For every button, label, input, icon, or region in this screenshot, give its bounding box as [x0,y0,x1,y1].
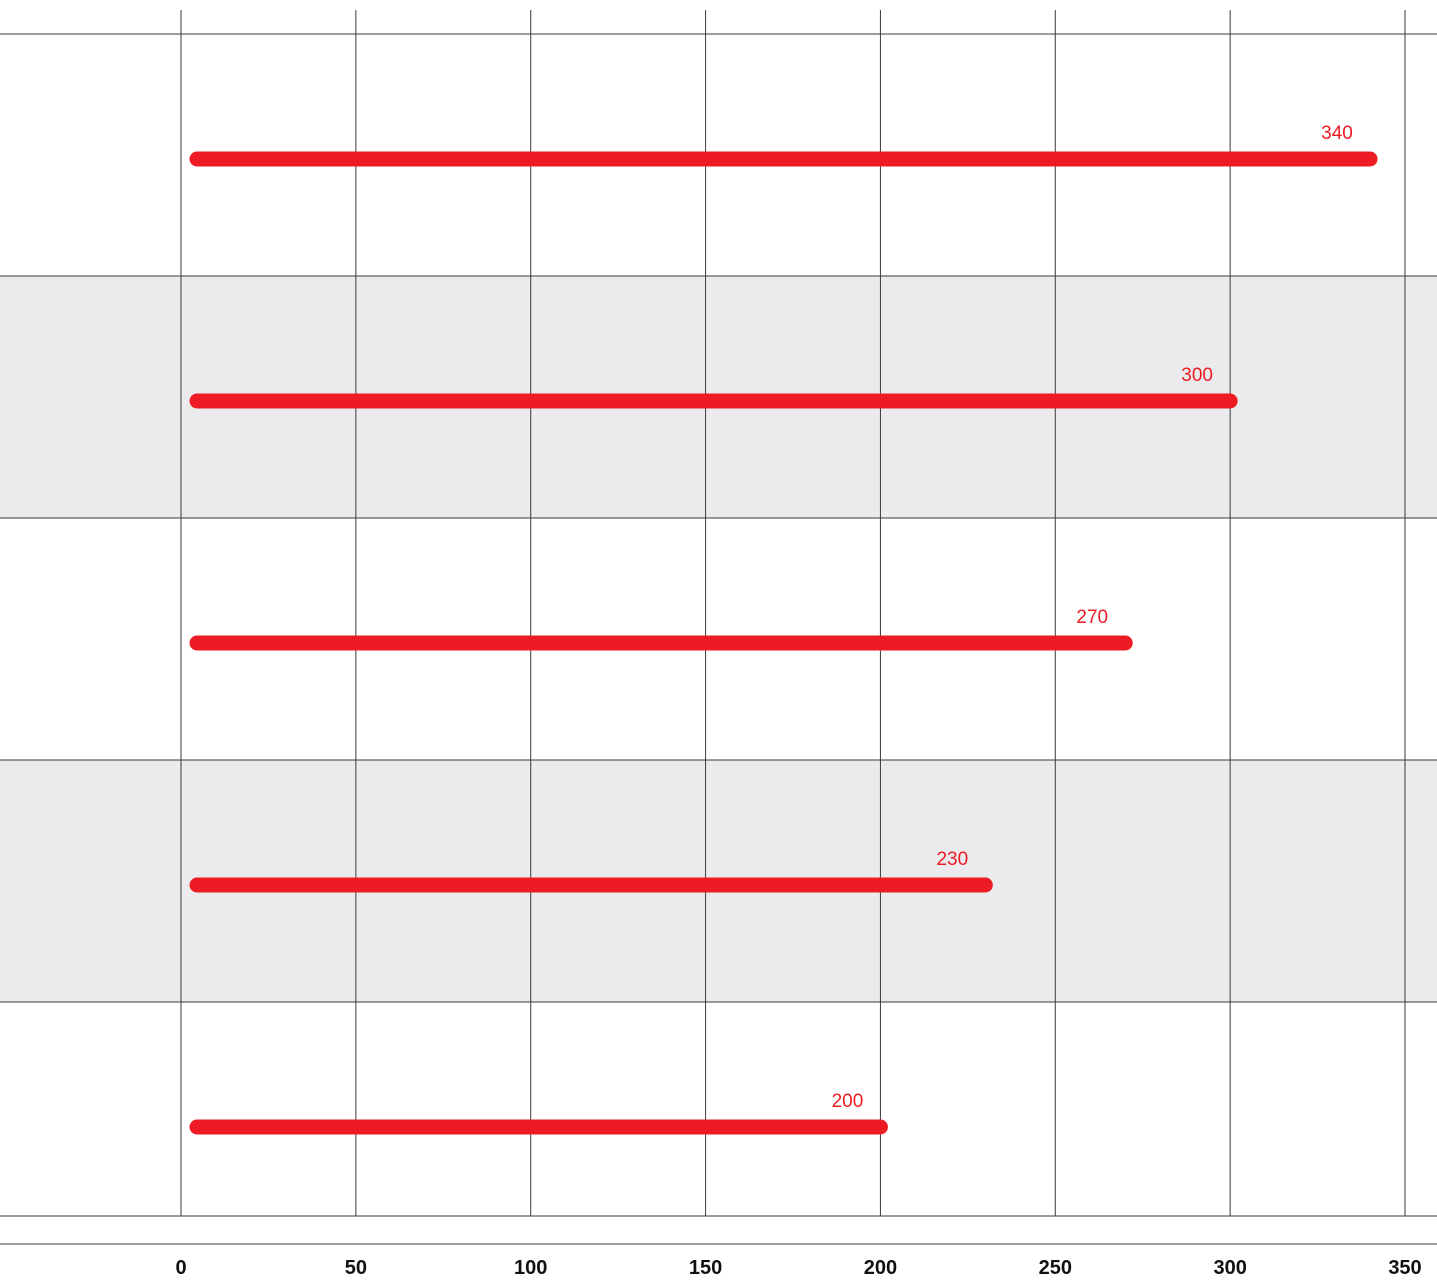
bar-value-label: 270 [1076,607,1108,628]
bar-value-label: 340 [1321,123,1353,144]
bar-value-label: 200 [832,1091,864,1112]
x-tick-label: 350 [1388,1257,1421,1279]
x-tick-label: 100 [514,1257,547,1279]
x-tick-label: 300 [1213,1257,1246,1279]
bars [189,151,1378,1135]
x-tick-label: 250 [1039,1257,1072,1279]
bar-value-label: 300 [1181,365,1213,386]
x-tick-label: 150 [689,1257,722,1279]
x-tick-label: 0 [175,1257,186,1279]
grid-lines [0,10,1437,1245]
value-labels: 340 300 270 230 200 [832,123,1353,1112]
x-tick-label: 50 [345,1257,367,1279]
x-tick-label: 200 [864,1257,897,1279]
bar-value-label: 230 [936,849,968,870]
x-axis-ticks: 0 50 100 150 200 250 300 350 [175,1257,1421,1279]
